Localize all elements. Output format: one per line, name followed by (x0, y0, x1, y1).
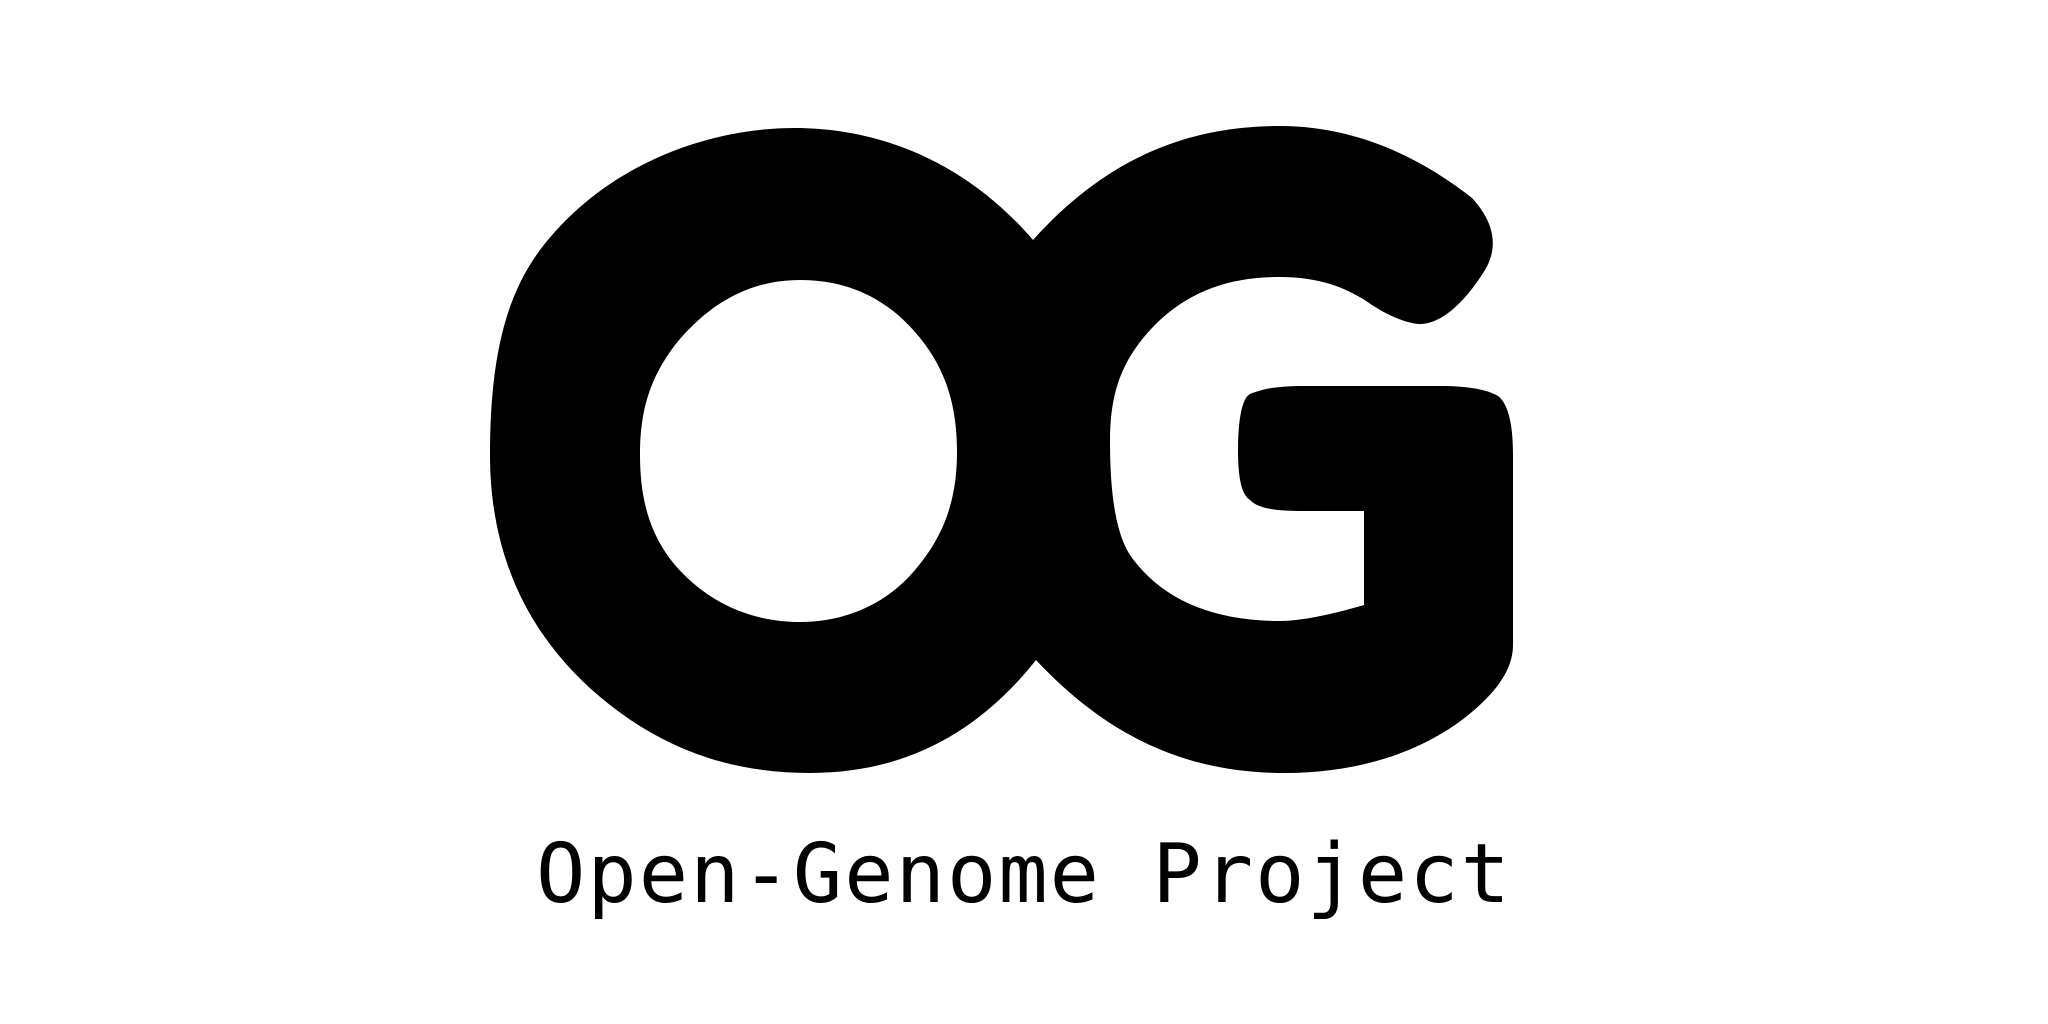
wordmark-text: Open-Genome Project (536, 827, 1512, 922)
og-letters-shape (490, 126, 1513, 773)
wordmark: Open-Genome Project (0, 815, 2048, 935)
